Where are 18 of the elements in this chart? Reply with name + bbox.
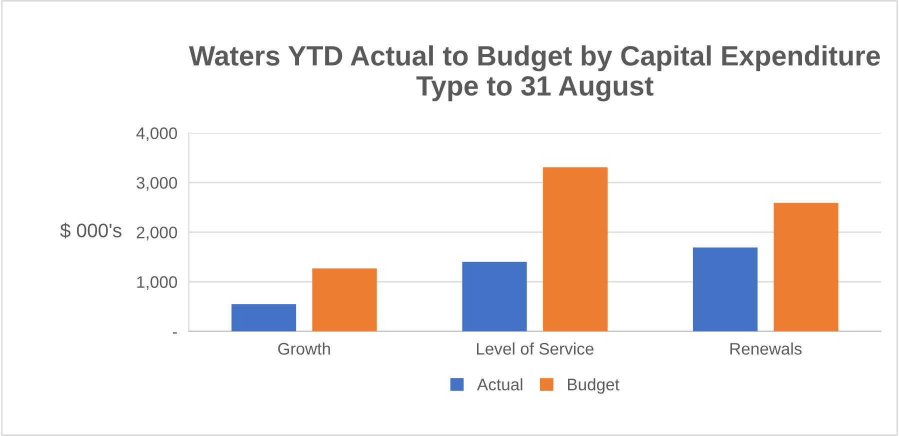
x-tick-label: Growth xyxy=(278,342,330,355)
bar xyxy=(692,248,758,332)
bar xyxy=(312,268,377,332)
y-tick-label: 4,000 xyxy=(136,127,178,142)
y-tick-label: 1,000 xyxy=(137,276,178,290)
y-axis-title: $ 000's xyxy=(60,222,122,239)
y-tick-label: 2,000 xyxy=(136,226,178,240)
x-tick-label: Level of Service xyxy=(476,342,594,355)
bar xyxy=(774,202,838,332)
bar xyxy=(542,167,608,332)
y-tick-label: 3,000 xyxy=(136,176,178,191)
bar xyxy=(462,262,527,332)
chart-title: Waters YTD Actual to Budget by Capital Expenditure Type to 31 August xyxy=(188,45,880,102)
y-tick-label: - xyxy=(172,332,177,334)
legend-label: Budget xyxy=(568,378,620,394)
legend-label: Actual xyxy=(477,378,522,390)
x-tick-label: Renewals xyxy=(730,342,802,355)
bar xyxy=(231,304,296,332)
